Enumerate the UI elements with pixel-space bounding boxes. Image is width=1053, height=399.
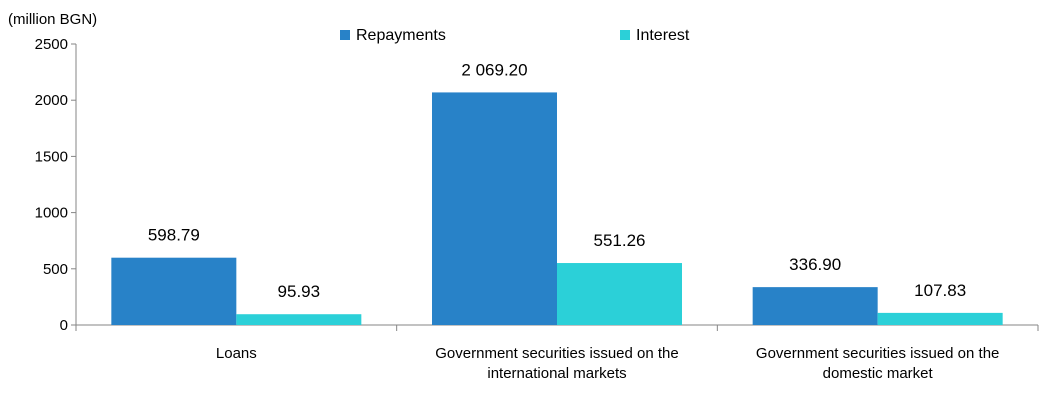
y-tick-label: 500 (43, 261, 68, 278)
y-tick-label: 1000 (35, 205, 68, 222)
legend-label: Interest (636, 27, 690, 44)
legend-label: Repayments (356, 27, 446, 44)
data-label: 598.79 (148, 226, 200, 245)
bars (111, 92, 1003, 325)
category-labels: Loans Government securities issued on the… (216, 345, 1000, 382)
data-label: 336.90 (789, 255, 841, 274)
data-labels: 598.79 95.93 2 069.20 551.26 336.90 107.83 (148, 60, 966, 301)
bar-interest (236, 314, 362, 325)
unit-label: (million BGN) (8, 11, 97, 28)
bar-interest (877, 312, 1003, 325)
category-label: Loans (216, 345, 257, 362)
legend-swatch (620, 30, 630, 40)
category-label: Government securities issued on the (756, 345, 999, 362)
data-label: 551.26 (594, 231, 646, 250)
legend: Repayments Interest (340, 27, 690, 44)
bar-repayments (432, 92, 557, 325)
bar-repayments (752, 287, 878, 325)
bar-repayments (111, 257, 237, 325)
y-tick-label: 2500 (35, 36, 68, 53)
data-label: 95.93 (278, 282, 321, 301)
y-tick-label: 0 (60, 317, 68, 334)
bar-interest (557, 263, 682, 325)
legend-swatch (340, 30, 350, 40)
category-label: Government securities issued on the (435, 345, 678, 362)
category-label: domestic market (823, 365, 934, 382)
data-label: 2 069.20 (461, 60, 527, 79)
y-tick-label: 2000 (35, 92, 68, 109)
category-label: international markets (487, 365, 626, 382)
y-tick-label: 1500 (35, 148, 68, 165)
data-label: 107.83 (914, 281, 966, 300)
